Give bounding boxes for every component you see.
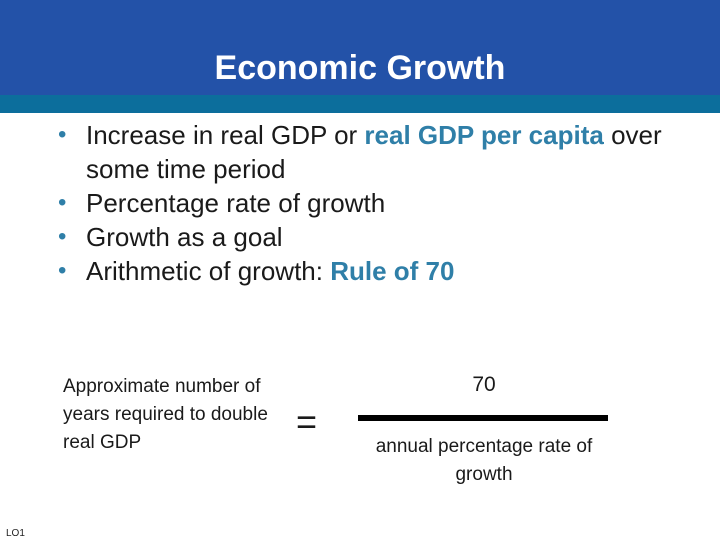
bullet-item: • Increase in real GDP or real GDP per c… [58, 118, 708, 186]
learning-objective-label: LO1 [6, 528, 25, 539]
bullet-item: • Percentage rate of growth [58, 186, 708, 220]
bullet-text: over some time period [86, 120, 662, 184]
title-bar [0, 0, 720, 95]
bullet-dot-icon: • [58, 223, 67, 250]
highlight-text: real GDP per capita [364, 120, 604, 150]
bullet-dot-icon: • [58, 189, 67, 216]
slide-title: Economic Growth [214, 49, 506, 87]
bullet-item: • Arithmetic of growth: Rule of 70 [58, 254, 708, 288]
fraction-bar [358, 415, 608, 421]
accent-strip [0, 95, 720, 113]
highlight-text: Rule of 70 [330, 256, 455, 286]
bullet-text: Increase in real GDP or [86, 120, 365, 150]
bullet-dot-icon: • [58, 121, 67, 148]
bullet-list: • Increase in real GDP or real GDP per c… [58, 118, 708, 288]
formula-numerator: 70 [472, 373, 496, 396]
bullet-item: • Growth as a goal [58, 220, 708, 254]
bullet-text: Arithmetic of growth: [86, 256, 331, 286]
equals-sign: = [296, 401, 318, 442]
formula-left-text: Approximate number of years required to … [63, 376, 268, 453]
bullet-dot-icon: • [58, 257, 67, 284]
bullet-text: Growth as a goal [86, 222, 283, 252]
bullet-text: Percentage rate of growth [86, 188, 386, 218]
formula-denominator: annual percentage rate of growth [375, 436, 593, 485]
